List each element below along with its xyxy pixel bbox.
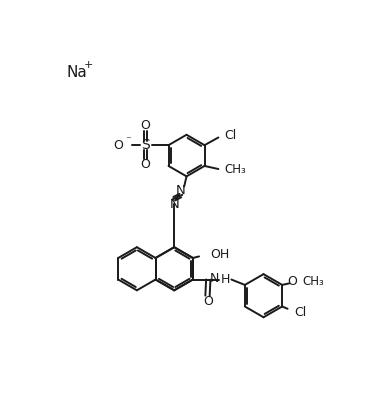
Text: S: S [141,138,150,152]
Text: O: O [140,119,151,133]
Text: O: O [203,295,213,308]
Text: N: N [175,184,185,197]
Text: Cl: Cl [294,306,306,319]
Text: CH₃: CH₃ [302,275,324,288]
Text: O: O [287,275,297,288]
Text: CH₃: CH₃ [225,163,246,176]
Text: OH: OH [210,248,229,261]
Text: ⁻: ⁻ [125,136,131,146]
Text: H: H [220,273,230,286]
Text: N: N [169,197,179,211]
Text: O: O [113,139,123,152]
Text: Cl: Cl [224,129,236,142]
Text: O: O [140,158,151,171]
Text: Na: Na [66,65,87,80]
Text: +: + [83,60,93,70]
Text: N: N [210,272,219,285]
